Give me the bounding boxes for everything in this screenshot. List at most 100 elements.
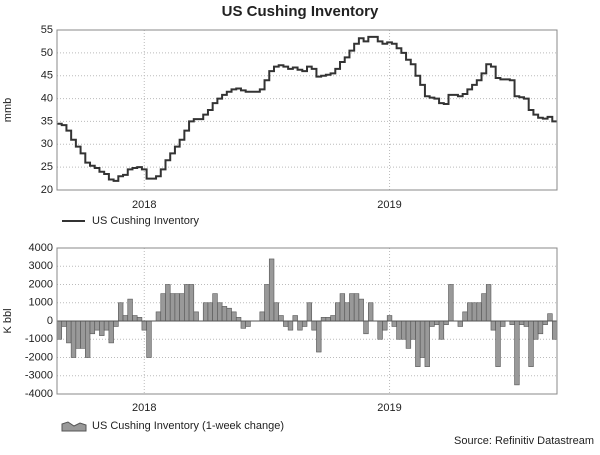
bar (174, 293, 180, 322)
bar (75, 320, 81, 349)
plot-border (56, 247, 558, 395)
bar (316, 320, 322, 353)
bar (434, 320, 440, 325)
plot-border (56, 29, 558, 191)
bar (127, 298, 133, 322)
bar (306, 302, 313, 322)
y-tick-label: 35 (41, 115, 53, 127)
bar (386, 315, 393, 322)
bar (287, 320, 294, 331)
bar (297, 320, 303, 331)
bar (391, 320, 397, 327)
legend-swatch (61, 421, 87, 432)
bar (485, 284, 492, 322)
bar (419, 320, 426, 358)
bar (193, 311, 199, 322)
bar (500, 320, 506, 327)
bar (311, 320, 317, 331)
bar (231, 311, 237, 322)
y-tick-label: -1000 (25, 333, 53, 345)
y-tick-label: -2000 (25, 351, 53, 363)
bar (457, 320, 463, 327)
bar (89, 320, 96, 335)
bar (292, 315, 298, 322)
bar (259, 311, 265, 322)
bar (160, 293, 166, 322)
bar (358, 298, 364, 322)
y-tick-label: -3000 (25, 370, 53, 382)
y-tick-label: 1000 (29, 297, 53, 309)
x-tick-label: 2018 (132, 402, 156, 414)
bar (438, 320, 445, 340)
y-tick-label: -4000 (25, 388, 53, 400)
bar (490, 320, 496, 331)
bar (405, 320, 412, 349)
bar (415, 320, 421, 367)
bar (363, 320, 369, 335)
bar (533, 320, 539, 340)
bar (495, 320, 501, 367)
bar (514, 320, 520, 386)
bar (155, 311, 162, 322)
y-tick-label: 0 (47, 315, 53, 327)
bar (537, 320, 544, 335)
bar (108, 320, 114, 344)
bar (320, 317, 327, 322)
bar (188, 284, 195, 322)
bar (146, 320, 152, 358)
bar (217, 302, 223, 322)
bar (339, 293, 346, 322)
legend-label: US Cushing Inventory (92, 215, 199, 227)
bar (410, 320, 416, 340)
bar (278, 315, 284, 322)
bar (264, 284, 270, 322)
bar (103, 320, 110, 331)
y-tick-label: 55 (41, 24, 53, 36)
y-tick-label: 4000 (29, 242, 53, 254)
y-tick-label: 3000 (29, 260, 53, 272)
x-tick-label: 2019 (377, 199, 401, 211)
bar (325, 317, 331, 322)
bar (481, 293, 487, 322)
bar (518, 320, 525, 325)
bar (547, 313, 553, 322)
source: Source: Refinitiv Datastream (454, 435, 594, 447)
bar (99, 320, 105, 336)
bar (221, 306, 228, 322)
bar (429, 320, 435, 327)
x-tick-label: 2019 (377, 402, 401, 414)
bar (165, 284, 171, 322)
y-tick-label: 20 (41, 184, 53, 196)
bar (509, 320, 515, 325)
x-tick-label: 2018 (132, 199, 156, 211)
bar (132, 315, 138, 322)
bar (273, 302, 279, 322)
bar (396, 320, 402, 340)
bar (80, 320, 86, 349)
bar (551, 320, 558, 340)
bar (335, 302, 341, 322)
bar (344, 302, 350, 322)
bar (268, 258, 275, 322)
y-tick-label: 40 (41, 92, 53, 104)
bar (443, 320, 449, 325)
bar (122, 315, 129, 322)
bar (523, 320, 529, 327)
bar (226, 307, 232, 322)
bar (207, 302, 213, 322)
chart-title: US Cushing Inventory (222, 3, 379, 20)
bar (283, 320, 289, 327)
bar (368, 302, 374, 322)
bar (528, 320, 534, 367)
bar (56, 320, 63, 340)
bar (235, 317, 242, 322)
bar (462, 311, 468, 322)
bar (467, 302, 473, 322)
bar (184, 284, 190, 322)
bar (212, 293, 218, 322)
bar (169, 293, 176, 322)
bar (66, 320, 72, 344)
y-tick-label: 45 (41, 70, 53, 82)
